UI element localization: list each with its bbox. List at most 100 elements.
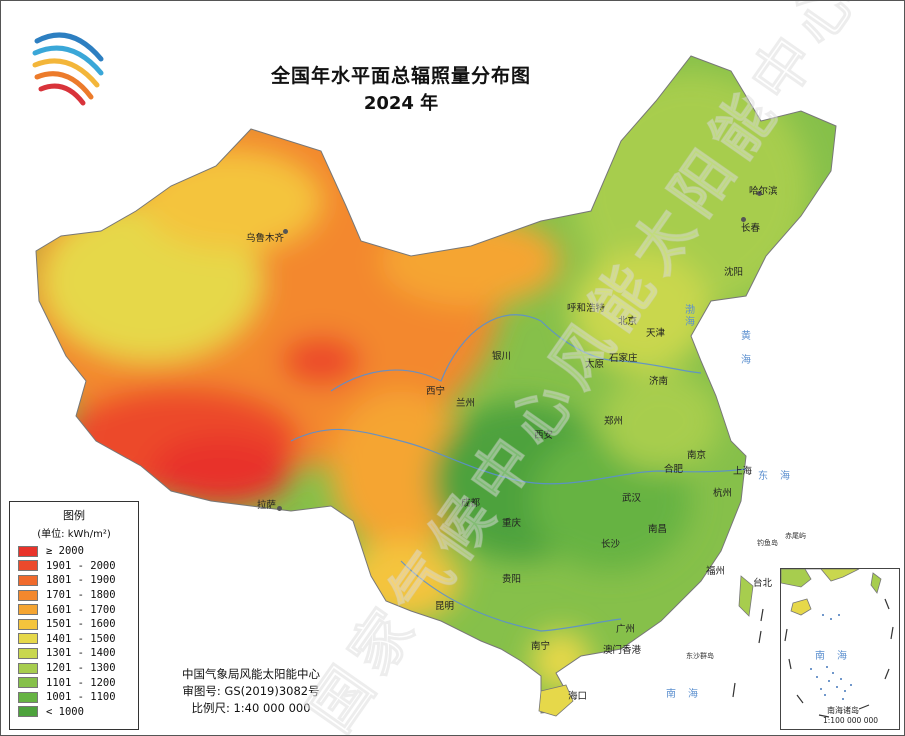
- city-macau-hongkong: 澳门香港: [603, 645, 642, 656]
- legend-row: ≥ 2000: [18, 544, 138, 559]
- city-wuhan: 武汉: [622, 493, 642, 504]
- legend-label: 1801 - 1900: [46, 574, 116, 587]
- sea-yellow: 黄海: [741, 331, 751, 366]
- sea-boundaries: [732, 608, 764, 698]
- city-harbin: 哈尔滨: [749, 186, 778, 197]
- legend-row: < 1000: [18, 705, 138, 720]
- city-shanghai: 上海: [733, 466, 753, 477]
- city-nanjing: 南京: [687, 450, 707, 461]
- city-hohhot: 呼和浩特: [567, 303, 606, 314]
- city-xian: 西安: [534, 430, 554, 441]
- city-shenyang: 沈阳: [724, 267, 744, 278]
- taiwan-island: [738, 575, 754, 617]
- city-marker: [757, 191, 762, 196]
- city-nanning: 南宁: [531, 641, 551, 652]
- city-jinan: 济南: [649, 376, 669, 387]
- legend-unit: (单位: kWh/m²): [37, 529, 111, 540]
- city-changsha: 长沙: [601, 539, 621, 550]
- city-shijiazhuang: 石家庄: [609, 353, 638, 364]
- sea-south: 南海: [666, 689, 710, 700]
- legend-label: < 1000: [46, 705, 84, 718]
- city-chengdu: 成都: [461, 498, 481, 509]
- inset-title: 南海诸岛: [827, 706, 859, 715]
- legend-label: 1001 - 1100: [46, 691, 116, 704]
- legend-swatch: [18, 545, 38, 557]
- legend-row: 1701 - 1800: [18, 588, 138, 603]
- legend-label: 1601 - 1700: [46, 603, 116, 616]
- cma-logo: [32, 32, 104, 106]
- legend: 图例 (单位: kWh/m²) ≥ 2000 1901 - 2000 1801 …: [9, 501, 139, 730]
- legend-swatch: [18, 691, 38, 703]
- legend-row: 1501 - 1600: [18, 617, 138, 632]
- legend-label: 1401 - 1500: [46, 632, 116, 645]
- credits: 中国气象局风能太阳能中心 审图号: GS(2019)3082号 比例尺: 1:4…: [151, 666, 351, 717]
- credit-scale: 比例尺: 1:40 000 000: [191, 701, 311, 715]
- island-chiwei: 赤尾屿: [785, 532, 806, 540]
- legend-rows: ≥ 2000 1901 - 2000 1801 - 1900 1701 - 18…: [10, 544, 138, 719]
- legend-label: 1701 - 1800: [46, 589, 116, 602]
- inset-scale: 1:100 000 000: [823, 716, 879, 725]
- hainan-island: [538, 684, 574, 717]
- legend-row: 1401 - 1500: [18, 632, 138, 647]
- legend-swatch: [18, 647, 38, 659]
- legend-swatch: [18, 662, 38, 674]
- legend-row: 1001 - 1100: [18, 690, 138, 705]
- city-lanzhou: 兰州: [456, 398, 476, 409]
- city-marker: [283, 229, 288, 234]
- city-tianjin: 天津: [646, 328, 666, 339]
- legend-label: 1301 - 1400: [46, 647, 116, 660]
- map-year: 2024 年: [363, 93, 439, 114]
- city-fuzhou: 福州: [706, 566, 726, 577]
- rivers: [290, 314, 747, 632]
- inset-sea-label: 南海: [815, 651, 859, 662]
- legend-row: 1601 - 1700: [18, 602, 138, 617]
- legend-swatch: [18, 633, 38, 645]
- city-haikou: 海口: [568, 691, 588, 702]
- credit-review-number: 审图号: GS(2019)3082号: [182, 684, 320, 698]
- legend-label: 1201 - 1300: [46, 662, 116, 675]
- city-zhengzhou: 郑州: [604, 416, 624, 427]
- legend-row: 1301 - 1400: [18, 646, 138, 661]
- city-kunming: 昆明: [435, 601, 455, 612]
- city-chongqing: 重庆: [502, 518, 522, 529]
- legend-swatch: [18, 560, 38, 572]
- legend-swatch: [18, 589, 38, 601]
- inset-map: [781, 569, 894, 718]
- legend-row: 1801 - 1900: [18, 573, 138, 588]
- island-diaoyu: 钓鱼岛: [757, 539, 778, 547]
- city-xining: 西宁: [426, 386, 446, 397]
- city-nanchang: 南昌: [648, 524, 668, 535]
- credit-org: 中国气象局风能太阳能中心: [182, 667, 320, 681]
- city-lhasa: 拉萨: [257, 500, 277, 511]
- legend-row: 1101 - 1200: [18, 675, 138, 690]
- legend-row: 1901 - 2000: [18, 559, 138, 574]
- legend-row: 1201 - 1300: [18, 661, 138, 676]
- city-guangzhou: 广州: [616, 624, 636, 635]
- city-guiyang: 贵阳: [502, 574, 522, 585]
- sea-bohai: 渤海: [685, 305, 695, 328]
- city-yinchuan: 银川: [492, 351, 512, 362]
- legend-label: ≥ 2000: [46, 545, 84, 558]
- legend-label: 1101 - 1200: [46, 676, 116, 689]
- map-title: 全国年水平面总辐照量分布图: [270, 65, 531, 87]
- city-hangzhou: 杭州: [713, 488, 733, 499]
- legend-label: 1501 - 1600: [46, 618, 116, 631]
- legend-swatch: [18, 618, 38, 630]
- city-urumqi: 乌鲁木齐: [246, 233, 285, 244]
- city-taipei: 台北: [753, 578, 773, 589]
- city-marker: [741, 217, 746, 222]
- city-beijing: 北京: [618, 316, 638, 327]
- legend-title: 图例: [63, 509, 85, 522]
- city-taiyuan: 太原: [585, 359, 605, 370]
- legend-swatch: [18, 604, 38, 616]
- city-hefei: 合肥: [664, 464, 684, 475]
- legend-label: 1901 - 2000: [46, 559, 116, 572]
- sea-east: 东海: [758, 471, 802, 482]
- south-china-sea-inset: 南海 南海诸岛 1:100 000 000: [780, 568, 900, 730]
- legend-swatch: [18, 574, 38, 586]
- city-marker: [277, 506, 282, 511]
- china-outline: [35, 55, 837, 714]
- island-dongsha: 东沙群岛: [686, 652, 714, 660]
